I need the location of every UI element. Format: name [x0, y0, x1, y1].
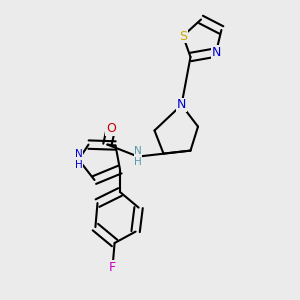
Text: F: F — [109, 261, 116, 274]
Text: O: O — [106, 122, 116, 135]
Text: N: N — [177, 98, 186, 112]
Text: S: S — [179, 29, 187, 43]
Text: N
H: N H — [75, 149, 83, 170]
Text: N
H: N H — [134, 146, 142, 167]
Text: N: N — [211, 46, 221, 59]
